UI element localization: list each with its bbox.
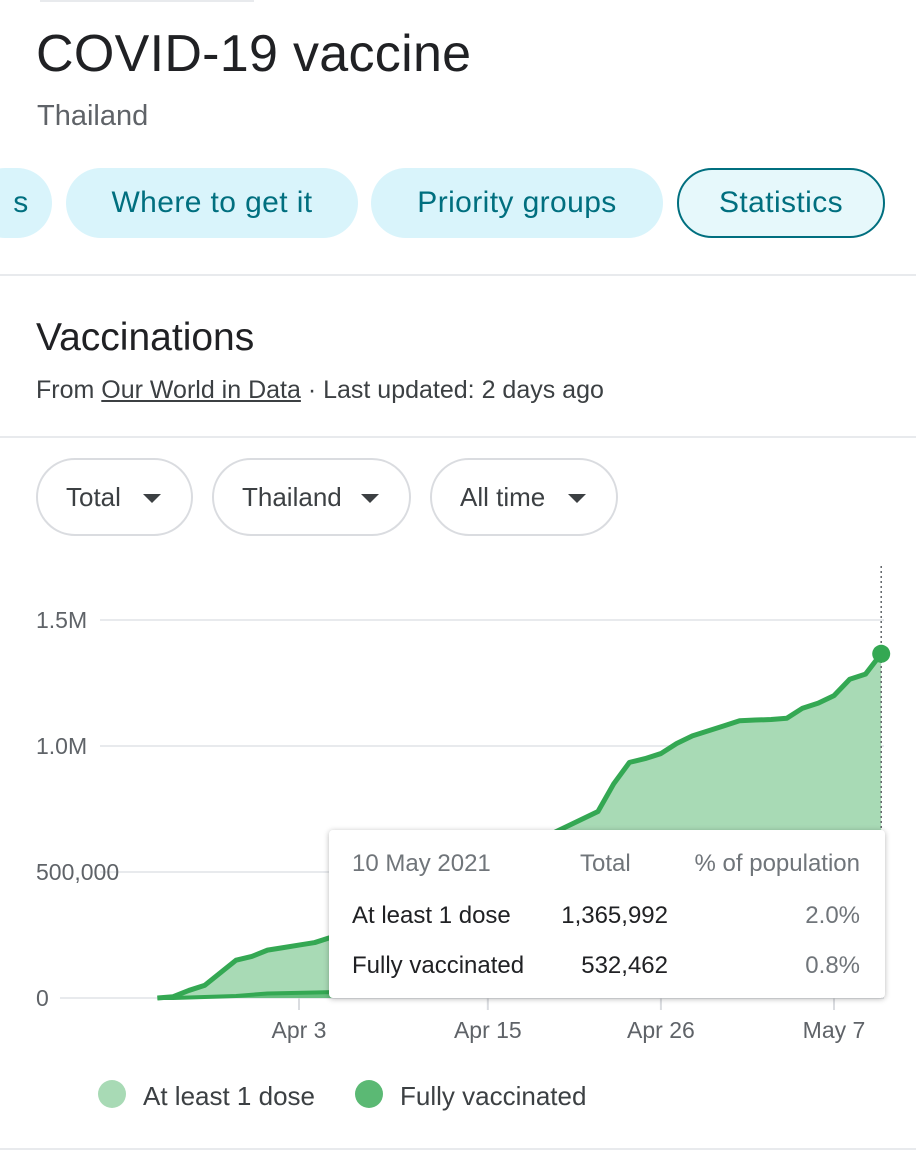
y-tick-label: 1.0M: [36, 733, 87, 759]
caret-down-icon: [361, 494, 379, 503]
legend-label-fully: Fully vaccinated: [400, 1081, 587, 1111]
tooltip-col-pct: % of population: [694, 850, 860, 877]
metric-dropdown[interactable]: Total: [36, 458, 193, 536]
bottom-divider: [0, 1148, 916, 1150]
legend-label-dose1: At least 1 dose: [143, 1081, 315, 1111]
tooltip-row-label: Fully vaccinated: [352, 952, 525, 979]
metric-dropdown-label: Total: [66, 481, 121, 512]
tooltip-row-total: 532,462: [581, 952, 668, 979]
tooltip-row-label: At least 1 dose: [352, 902, 511, 929]
caret-down-icon: [143, 494, 161, 503]
series-dose1-line: [157, 652, 884, 1001]
x-tick-label: May 7: [803, 1017, 866, 1043]
tab-where-to-get-it-label: Where to get it: [111, 186, 313, 219]
y-tick-label: 1.5M: [36, 607, 87, 633]
tooltip-date: 10 May 2021: [352, 850, 491, 877]
page-title: COVID-19 vaccine: [36, 25, 472, 83]
tab-statistics-label: Statistics: [718, 186, 844, 219]
tab-priority-groups[interactable]: Priority groups: [371, 168, 663, 238]
tooltip-row-pct: 2.0%: [805, 902, 860, 929]
section-title: Vaccinations: [36, 316, 255, 359]
caret-down-icon: [568, 494, 586, 503]
y-tick-label: 0: [36, 985, 49, 1011]
tab-partial-label: s: [13, 186, 29, 219]
page-subtitle: Thailand: [37, 100, 149, 132]
region-dropdown-label: Thailand: [242, 481, 342, 512]
tab-where-to-get-it[interactable]: Where to get it: [66, 168, 358, 238]
time-range-dropdown-label: All time: [460, 481, 546, 512]
legend-swatch-fully: [355, 1080, 383, 1108]
chart-tooltip: 10 May 2021 Total % of population At lea…: [329, 830, 885, 998]
time-range-dropdown[interactable]: All time: [430, 458, 618, 536]
top-divider: [40, 0, 254, 2]
tooltip-row-total: 1,365,992: [561, 902, 668, 929]
source-suffix: · Last updated: 2 days ago: [300, 376, 604, 404]
y-tick-label: 500,000: [36, 859, 119, 885]
source-line: From Our World in Data · Last updated: 2…: [36, 376, 604, 405]
x-tick-label: Apr 15: [454, 1017, 522, 1043]
tooltip-col-total: Total: [580, 850, 631, 877]
filter-divider: [0, 436, 916, 438]
source-prefix: From: [36, 376, 102, 404]
x-tick-label: Apr 3: [272, 1017, 327, 1043]
tooltip-row-pct: 0.8%: [805, 952, 860, 979]
axis-layer: 0 500,000 1.0M 1.5M Apr 3 Apr 15 Apr 26 May 7: [36, 607, 865, 1043]
region-dropdown[interactable]: Thailand: [212, 458, 411, 536]
source-link[interactable]: Our World in Data: [101, 376, 301, 404]
tab-priority-groups-label: Priority groups: [417, 186, 617, 219]
x-tick-label: Apr 26: [627, 1017, 695, 1043]
legend-swatch-dose1: [98, 1080, 126, 1108]
hover-point: [872, 644, 891, 663]
tab-partial[interactable]: s: [0, 168, 52, 238]
tab-statistics[interactable]: Statistics: [677, 168, 885, 238]
section-divider: [0, 274, 916, 276]
